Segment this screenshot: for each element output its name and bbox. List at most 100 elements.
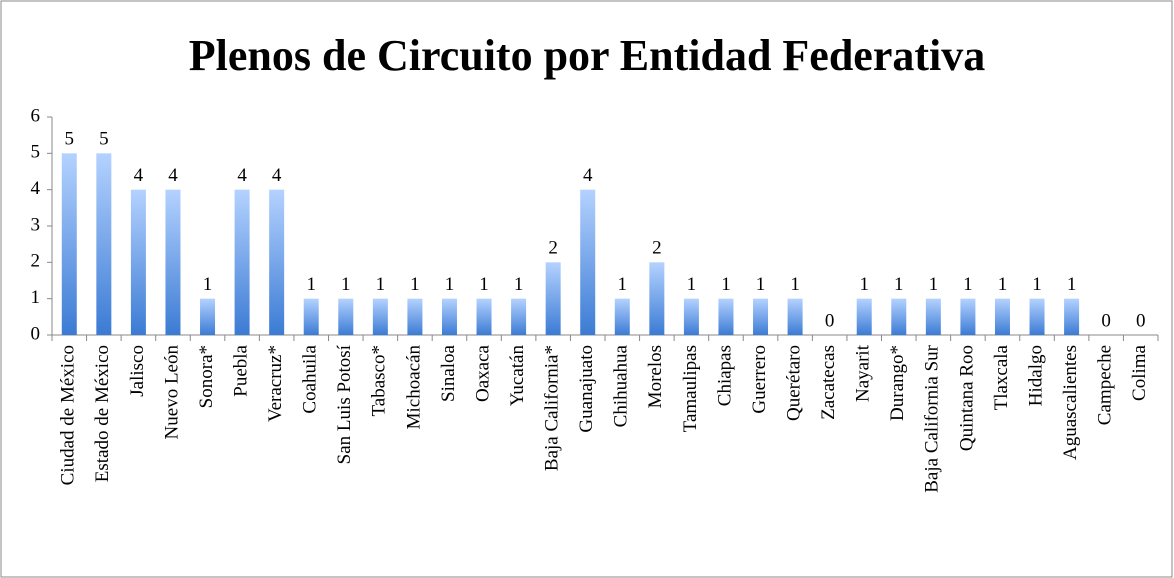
bar — [234, 189, 250, 335]
y-tick-label: 3 — [31, 214, 41, 235]
bar — [61, 153, 77, 335]
x-tick-label: Nayarit — [853, 344, 874, 402]
x-tick-label: Yucatán — [507, 345, 528, 407]
value-label: 1 — [894, 274, 904, 295]
bar — [614, 298, 630, 335]
value-label: 4 — [168, 165, 178, 186]
bar — [130, 189, 146, 335]
value-label: 4 — [583, 165, 593, 186]
x-tick-label: Chiapas — [714, 345, 735, 406]
x-tick-label: Puebla — [230, 344, 251, 396]
x-tick-label: Aguascalientes — [1060, 345, 1081, 460]
y-tick-label: 4 — [31, 178, 41, 199]
bar — [96, 153, 112, 335]
value-label: 1 — [756, 274, 766, 295]
value-label: 4 — [134, 165, 144, 186]
x-tick-label: Guerrero — [749, 345, 770, 414]
bar — [441, 298, 457, 335]
y-tick-label: 0 — [31, 323, 41, 344]
x-tick-label: Campeche — [1095, 345, 1116, 425]
x-tick-label: Estado de México — [92, 345, 113, 482]
x-tick-label: Durango* — [887, 345, 908, 421]
bar — [856, 298, 872, 335]
bar — [753, 298, 769, 335]
x-tick-label: Hidalgo — [1025, 345, 1046, 406]
value-label: 1 — [410, 274, 420, 295]
bar — [994, 298, 1010, 335]
bar — [511, 298, 527, 335]
value-label: 0 — [1136, 310, 1146, 331]
value-label: 1 — [618, 274, 628, 295]
x-tick-label: Sinaloa — [438, 344, 459, 402]
bar — [200, 298, 216, 335]
value-label: 1 — [1032, 274, 1042, 295]
x-tick-label: Chihuahua — [611, 344, 632, 427]
bar — [338, 298, 354, 335]
value-label: 1 — [929, 274, 939, 295]
bar — [649, 262, 665, 335]
x-tick-label: Tamaulipas — [680, 345, 701, 432]
value-label: 1 — [479, 274, 489, 295]
x-tick-label: Morelos — [645, 345, 666, 408]
x-tick-label: Coahuila — [300, 344, 321, 413]
x-tick-label: Tlaxcala — [991, 344, 1012, 410]
y-tick-label: 2 — [31, 251, 41, 272]
value-label: 0 — [1101, 310, 1111, 331]
x-tick-label: Zacatecas — [818, 345, 839, 420]
bar — [545, 262, 561, 335]
x-tick-label: Querétaro — [783, 345, 804, 421]
value-label: 1 — [1067, 274, 1077, 295]
bar — [787, 298, 803, 335]
value-label: 0 — [825, 310, 835, 331]
x-tick-label: Tabasco* — [369, 345, 390, 416]
value-label: 5 — [99, 129, 109, 150]
bar — [891, 298, 907, 335]
value-label: 1 — [445, 274, 455, 295]
x-tick-label: Baja California Sur — [922, 344, 943, 492]
value-label: 1 — [790, 274, 800, 295]
bar — [269, 189, 285, 335]
value-label: 5 — [65, 129, 75, 150]
value-label: 4 — [272, 165, 282, 186]
bar — [683, 298, 699, 335]
x-tick-label: Veracruz* — [265, 345, 286, 422]
bar — [1064, 298, 1080, 335]
x-tick-label: Colima — [1129, 344, 1150, 401]
x-tick-label: Oaxaca — [472, 344, 493, 402]
x-tick-label: Quintana Roo — [956, 345, 977, 451]
chart-title: Plenos de Circuito por Entidad Federativ… — [189, 31, 986, 80]
bar — [580, 189, 596, 335]
x-tick-label: Sonora* — [196, 345, 217, 408]
x-tick-label: Baja California* — [542, 345, 563, 471]
value-label: 1 — [306, 274, 316, 295]
bar — [407, 298, 423, 335]
y-tick-label: 5 — [31, 142, 41, 163]
value-label: 1 — [998, 274, 1008, 295]
value-label: 4 — [237, 165, 247, 186]
value-label: 2 — [652, 238, 662, 259]
bar — [960, 298, 976, 335]
value-label: 1 — [963, 274, 973, 295]
x-tick-label: Nuevo León — [161, 345, 182, 440]
bar — [1029, 298, 1045, 335]
y-tick-label: 1 — [31, 287, 41, 308]
bar — [372, 298, 388, 335]
bar — [925, 298, 941, 335]
value-label: 1 — [721, 274, 731, 295]
x-tick-label: Jalisco — [127, 345, 148, 397]
value-label: 2 — [548, 238, 558, 259]
bar — [165, 189, 181, 335]
x-tick-label: Michoacán — [403, 345, 424, 430]
bar — [476, 298, 492, 335]
bar — [718, 298, 734, 335]
bar — [303, 298, 319, 335]
y-tick-label: 6 — [31, 105, 41, 126]
value-label: 1 — [341, 274, 351, 295]
value-label: 1 — [203, 274, 213, 295]
x-tick-label: Ciudad de México — [58, 345, 79, 485]
value-label: 1 — [859, 274, 869, 295]
x-tick-label: Guanajuato — [576, 345, 597, 433]
value-label: 1 — [514, 274, 524, 295]
value-label: 1 — [687, 274, 697, 295]
